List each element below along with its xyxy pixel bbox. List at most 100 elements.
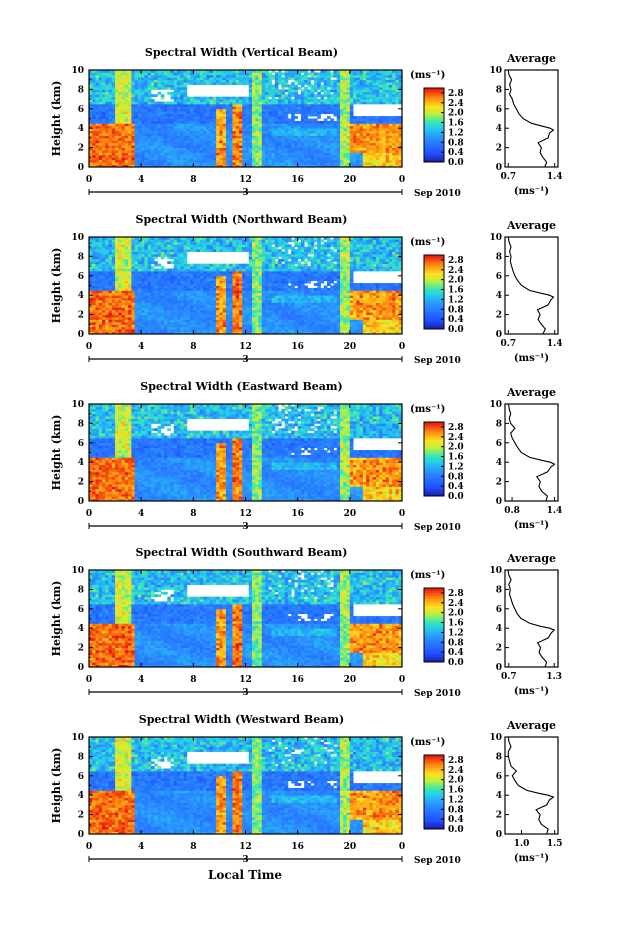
heatmap-cell [340, 86, 344, 90]
heatmap-cell [115, 307, 119, 311]
heatmap-cell [323, 86, 328, 90]
heatmap-cell [111, 128, 116, 132]
heatmap-cell [115, 118, 119, 122]
heatmap-cell [89, 86, 93, 90]
heatmap-cell [343, 94, 347, 98]
heatmap-cell [177, 137, 181, 141]
heatmap-cell [222, 157, 227, 161]
heatmap-cell [150, 246, 155, 250]
heatmap-cell [124, 84, 129, 88]
heatmap-cell [134, 256, 139, 260]
heatmap-cell [95, 309, 100, 313]
heatmap-cell [252, 99, 256, 102]
heatmap-cell [340, 94, 344, 98]
heatmap-cell [284, 113, 289, 117]
heatmap-cell [157, 253, 162, 257]
heatmap-cell [180, 309, 184, 313]
heatmap-cell [150, 241, 155, 245]
heatmap-cell [92, 120, 96, 124]
heatmap-cell [154, 290, 158, 294]
heatmap-cell [118, 249, 122, 252]
heatmap-cell [147, 329, 152, 332]
heatmap-cell [369, 125, 374, 129]
heatmap-cell [173, 321, 178, 325]
heatmap-cell [144, 70, 149, 73]
heatmap-cell [183, 145, 188, 148]
heatmap-cell [385, 94, 390, 98]
heatmap-cell [95, 111, 100, 115]
heatmap-cell [222, 147, 227, 151]
heatmap-cell [372, 70, 377, 73]
heatmap-cell [141, 246, 145, 250]
heatmap-cell [274, 137, 279, 141]
heatmap-cell [340, 72, 344, 76]
heatmap-cell [95, 258, 100, 262]
heatmap-cell [310, 72, 315, 76]
heatmap-cell [89, 270, 93, 274]
heatmap-cell [98, 321, 103, 325]
heatmap-cell [157, 86, 162, 90]
heatmap-cell [190, 295, 194, 299]
heatmap-cell [349, 142, 354, 146]
heatmap-cell [336, 164, 341, 168]
heatmap-cell [330, 84, 334, 88]
heatmap-cell [186, 290, 191, 294]
heatmap-cell [131, 237, 136, 240]
heatmap-cell [95, 280, 100, 284]
heatmap-cell [190, 162, 194, 165]
heatmap-cell [163, 116, 168, 119]
heatmap-cell [372, 77, 377, 81]
heatmap-cell [317, 152, 321, 156]
heatmap-cell [330, 130, 334, 134]
heatmap-cell [183, 251, 188, 255]
heatmap-cell [131, 82, 136, 85]
heatmap-cell [212, 154, 217, 158]
heatmap-cell [111, 142, 116, 146]
heatmap-cell [310, 89, 315, 93]
heatmap-cell [297, 106, 302, 110]
heatmap-cell [124, 130, 129, 134]
heatmap-cell [340, 111, 344, 115]
heatmap-cell [124, 278, 129, 282]
heatmap-cell [242, 164, 246, 168]
profile-y-tick-label: 6 [496, 105, 502, 115]
heatmap-cell [398, 150, 403, 153]
heatmap-cell [212, 74, 217, 78]
heatmap-cell [359, 130, 364, 134]
heatmap-cell [173, 162, 178, 165]
heatmap-cell [124, 329, 129, 332]
heatmap-cell [190, 159, 194, 163]
heatmap-cell [327, 152, 331, 156]
heatmap-cell [330, 154, 334, 158]
heatmap-cell [144, 140, 149, 144]
heatmap-cell [340, 74, 344, 78]
heatmap-cell [137, 278, 142, 282]
heatmap-cell [134, 101, 139, 105]
heatmap-cell [105, 300, 109, 303]
heatmap-cell [131, 253, 136, 257]
heatmap-cell [92, 123, 96, 127]
heatmap-cell [144, 300, 149, 303]
heatmap-cell [343, 118, 347, 122]
heatmap-cell [225, 70, 230, 73]
heatmap-cell [346, 164, 351, 168]
heatmap-cell [124, 302, 129, 306]
heatmap-cell [343, 101, 347, 105]
heatmap-cell [294, 94, 299, 98]
heatmap-cell [124, 101, 129, 105]
heatmap-cell [150, 142, 155, 146]
heatmap-cell [167, 241, 171, 245]
heatmap-cell [362, 70, 367, 73]
heatmap-cell [108, 319, 113, 323]
heatmap-cell [95, 128, 100, 132]
heatmap-cell [173, 237, 178, 240]
heatmap-cell [297, 137, 302, 141]
heatmap-cell [144, 326, 149, 330]
heatmap-cell [92, 133, 96, 136]
heatmap-cell [193, 292, 197, 296]
heatmap-cell [327, 142, 331, 146]
heatmap-cell [323, 118, 328, 122]
heatmap-cell [372, 82, 377, 85]
heatmap-cell [193, 106, 197, 110]
heatmap-cell [261, 101, 266, 105]
